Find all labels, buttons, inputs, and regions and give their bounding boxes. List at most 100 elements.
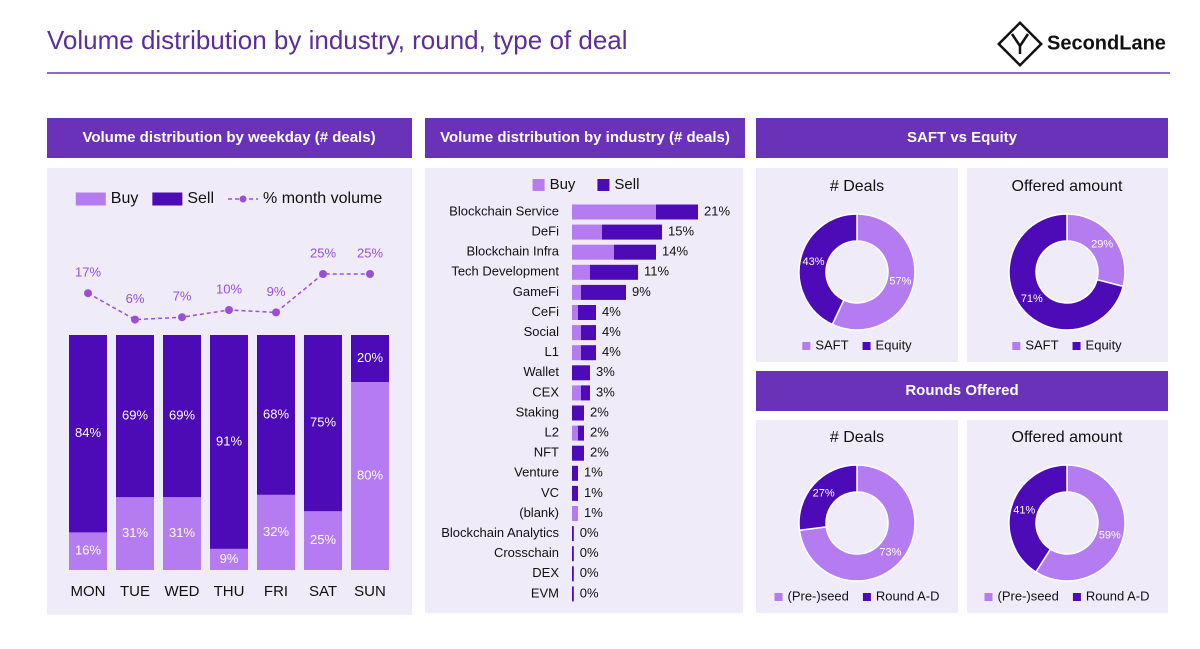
bar-segment — [572, 546, 574, 562]
legend-swatch — [152, 192, 183, 206]
page-title: Volume distribution by industry, round, … — [47, 25, 628, 55]
logo-mark — [1010, 33, 1030, 54]
data-label: 15% — [668, 224, 694, 239]
line-marker — [272, 308, 280, 317]
data-label: 25% — [357, 245, 383, 260]
data-label: 17% — [75, 265, 101, 280]
bar-segment — [572, 385, 581, 401]
data-label: 4% — [602, 344, 621, 359]
y-tick-label: (blank) — [519, 505, 559, 520]
panel-body — [756, 168, 958, 362]
y-tick-label: NFT — [534, 445, 559, 460]
bar-segment — [351, 382, 389, 570]
bar-segment — [572, 264, 590, 280]
legend-label: (Pre-)seed — [997, 588, 1058, 603]
data-label: 11% — [644, 264, 669, 279]
data-label: 75% — [310, 415, 336, 430]
x-tick-label: WED — [165, 583, 200, 600]
data-label: 1% — [584, 465, 603, 480]
panel-header — [756, 118, 1168, 158]
data-label: 25% — [310, 532, 336, 547]
section-title: SAFT vs Equity — [907, 129, 1018, 146]
bar-segment — [572, 465, 578, 481]
bar-segment — [116, 497, 154, 570]
chart-title: # Deals — [830, 429, 884, 446]
data-label: 0% — [580, 585, 599, 600]
donut-slice — [1008, 464, 1068, 574]
bar-segment — [581, 325, 596, 341]
y-tick-label: CEX — [532, 384, 559, 399]
donut-slice — [1034, 464, 1126, 582]
x-tick-label: FRI — [264, 583, 288, 600]
data-label: 9% — [632, 284, 651, 299]
data-label: 27% — [813, 487, 835, 499]
logo: SecondLane — [997, 21, 1166, 67]
bar-segment — [581, 385, 590, 401]
panel-header — [756, 371, 1168, 411]
data-label: 69% — [122, 408, 148, 423]
data-label: 21% — [704, 203, 730, 218]
legend-swatch — [862, 593, 871, 601]
data-label: 0% — [580, 545, 599, 560]
bar-segment — [590, 264, 638, 280]
bar-segment — [572, 405, 584, 421]
legend-label: Round A-D — [1086, 588, 1150, 603]
y-tick-label: CeFi — [532, 304, 560, 319]
legend: (Pre-)seed Round A-D — [984, 588, 1150, 603]
data-label: 25% — [310, 245, 336, 260]
donut-slice — [798, 213, 858, 326]
x-tick-label: SAT — [309, 583, 337, 600]
x-tick-label: SUN — [354, 583, 386, 600]
legend: (Pre-)seed Round A-D — [774, 588, 940, 603]
bar-segment — [572, 325, 581, 341]
data-label: 4% — [602, 304, 621, 319]
panel-body — [756, 420, 958, 613]
data-label: 0% — [580, 525, 599, 540]
data-label: 20% — [357, 350, 383, 365]
legend: SAFT Equity — [1012, 337, 1122, 352]
legend-label: Round A-D — [876, 588, 940, 603]
line-marker — [131, 315, 139, 324]
y-tick-label: Blockchain Infra — [467, 244, 560, 259]
legend-label: Equity — [876, 337, 913, 352]
bar-segment — [572, 365, 590, 381]
data-label: 16% — [75, 543, 101, 558]
chart-title: Offered amount — [1012, 178, 1123, 195]
data-label: 2% — [590, 425, 609, 440]
data-label: 68% — [263, 406, 289, 421]
data-label: 91% — [216, 433, 242, 448]
data-label: 9% — [267, 284, 286, 299]
bar-segment — [572, 224, 602, 240]
data-label: 7% — [173, 289, 192, 304]
line-marker — [319, 270, 327, 278]
donut-slice — [831, 213, 916, 331]
data-label: 1% — [584, 505, 603, 520]
bar-segment — [578, 305, 596, 320]
y-tick-label: Blockchain Service — [449, 203, 559, 218]
data-label: 3% — [596, 364, 615, 379]
bar-segment — [614, 244, 656, 260]
y-tick-label: Staking — [516, 404, 559, 419]
bar-segment — [163, 497, 201, 570]
bar-segment — [210, 335, 248, 549]
data-label: 0% — [580, 565, 599, 580]
bar-segment — [116, 335, 154, 498]
bar-segment — [656, 204, 698, 220]
data-label: 9% — [220, 551, 239, 566]
legend-label: (Pre-)seed — [787, 588, 848, 603]
bar-segment — [572, 566, 574, 582]
data-label: 57% — [889, 276, 911, 288]
bar-segment — [257, 335, 295, 495]
legend-swatch — [1072, 342, 1081, 350]
y-tick-label: Venture — [514, 465, 559, 480]
data-label: 1% — [584, 485, 603, 500]
bar-segment — [572, 244, 614, 260]
bar-segment — [163, 335, 201, 498]
bar-segment — [581, 284, 626, 300]
panel-title: Volume distribution by weekday (# deals) — [82, 129, 375, 146]
bar-segment — [210, 548, 248, 570]
panel-body — [967, 168, 1168, 362]
line-marker — [84, 289, 92, 298]
data-label: 59% — [1099, 529, 1121, 541]
